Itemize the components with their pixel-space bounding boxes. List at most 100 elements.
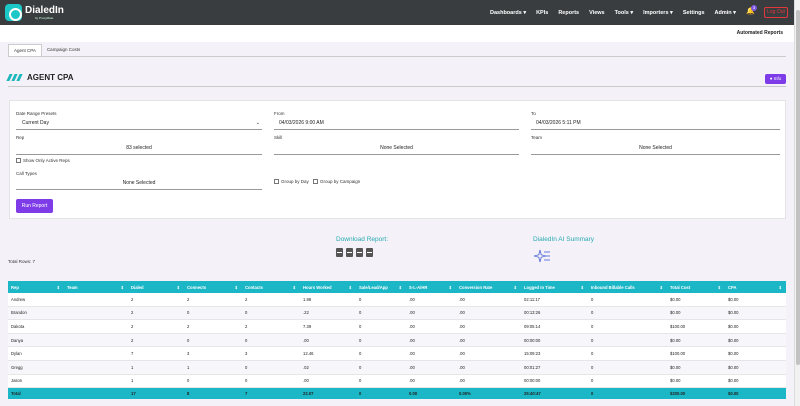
sort-icon[interactable]: ⇕ — [659, 284, 663, 290]
page-scrollbar[interactable] — [794, 0, 800, 406]
nav-importers[interactable]: Importers ▾ — [643, 9, 673, 16]
column-header[interactable]: CPA ⇕ — [725, 285, 786, 290]
table-cell: 2 — [131, 296, 134, 302]
xls-file-icon[interactable] — [346, 248, 353, 257]
ai-sparkle-icon[interactable] — [533, 248, 551, 266]
image-file-icon[interactable] — [366, 248, 373, 257]
tab-campaign-costs[interactable]: Campaign Costs — [46, 47, 81, 52]
tab-divider — [8, 56, 786, 57]
column-header[interactable]: Hours Worked ⇕ — [300, 285, 356, 290]
nav-tools[interactable]: Tools ▾ — [614, 9, 634, 16]
app-logo[interactable]: DialedIn by ProxyMate — [5, 4, 64, 21]
call-types-multiselect[interactable]: None Selected — [16, 178, 262, 190]
checkbox-box — [313, 179, 318, 184]
bell-icon[interactable]: 🔔 — [746, 8, 755, 15]
sort-icon[interactable]: ⇕ — [234, 284, 238, 290]
sort-icon[interactable]: ⇕ — [398, 284, 402, 290]
column-header[interactable]: Rep ⇕ — [8, 285, 64, 290]
checkbox-box — [274, 179, 279, 184]
run-report-button[interactable]: Run Report — [16, 199, 53, 213]
date-range-select[interactable]: Current Day ⌄ — [16, 118, 262, 130]
table-cell: 09:05:14 — [524, 323, 541, 329]
column-header-label: CPA — [728, 284, 737, 290]
skill-multiselect[interactable]: None Selected — [274, 143, 519, 155]
table-cell: 0 — [187, 337, 190, 343]
table-cell: 2 — [131, 323, 134, 329]
nav-admin[interactable]: Admin ▾ — [714, 9, 736, 16]
filter-card: Date Range Presets Current Day ⌄ From 04… — [9, 100, 786, 219]
table-cell: 0 — [359, 323, 362, 329]
sort-icon[interactable]: ⇕ — [176, 284, 180, 290]
table-cell: .00 — [409, 310, 415, 316]
subheader-bar: Automated Reports — [0, 25, 794, 42]
from-input[interactable]: 04/03/2026 9:00 AM — [274, 118, 519, 130]
nav-dashboards[interactable]: Dashboards ▾ — [490, 9, 527, 16]
table-row: Dylan 7 3 3 12.46 0 .00 .00 15:09:23 0 $100.00 $0.0… — [8, 347, 786, 361]
nav-kpis[interactable]: KPIs — [536, 9, 549, 16]
table-cell: $0.00 — [670, 364, 681, 370]
sort-icon[interactable]: ⇕ — [778, 284, 782, 290]
table-cell: 7.39 — [303, 323, 312, 329]
table-row: Andrew 2 2 2 1.98 0 .00 .00 02:11:17 0 $0.00 $0.00 — [8, 293, 786, 307]
sort-icon[interactable]: ⇕ — [513, 284, 517, 290]
column-header[interactable]: Total Cost ⇕ — [667, 285, 725, 290]
logout-button[interactable]: Log Out — [764, 7, 788, 18]
column-header[interactable]: Logged In Time ⇕ — [521, 285, 588, 290]
column-header[interactable]: Contacts ⇕ — [242, 285, 300, 290]
sort-icon[interactable]: ⇕ — [120, 284, 124, 290]
title-stripes-icon — [6, 74, 24, 81]
column-header[interactable]: Connects ⇕ — [184, 285, 242, 290]
sort-icon[interactable]: ⇕ — [348, 284, 352, 290]
pdf-file-icon[interactable] — [356, 248, 363, 257]
logo-subtitle: by ProxyMate — [35, 15, 54, 20]
table-cell: 15:09:23 — [524, 351, 541, 357]
scrollbar-thumb[interactable] — [796, 10, 800, 365]
table-cell: .02 — [303, 364, 309, 370]
column-header[interactable]: Dialed ⇕ — [128, 285, 184, 290]
sort-icon[interactable]: ⇕ — [717, 284, 721, 290]
to-input[interactable]: 04/03/2026 5:11 PM — [531, 118, 780, 130]
table-cell: 0 — [591, 337, 594, 343]
table-cell: 0 — [359, 378, 362, 384]
table-cell: 2 — [131, 310, 134, 316]
chevron-down-icon: ⌄ — [255, 120, 260, 126]
rep-label: Rep — [16, 135, 25, 140]
table-cell: .00 — [409, 323, 415, 329]
table-cell: 0 — [359, 337, 362, 343]
column-header[interactable]: Inbound Billable Calls ⇕ — [588, 285, 667, 290]
nav-settings[interactable]: Settings — [682, 9, 705, 16]
group-by-campaign-checkbox[interactable]: Group by Campaign — [313, 179, 360, 184]
csv-file-icon[interactable] — [336, 248, 343, 257]
info-button[interactable]: ● Info — [765, 74, 786, 84]
group-by-campaign-label: Group by Campaign — [320, 179, 361, 184]
sort-icon[interactable]: ⇕ — [448, 284, 452, 290]
table-cell: 3 — [245, 351, 248, 357]
group-by-day-checkbox[interactable]: Group by Day — [274, 179, 309, 184]
column-header-label: Inbound Billable Calls — [591, 284, 635, 290]
column-header-label: Sale/Lead/App — [359, 284, 388, 290]
table-cell: $100.00 — [670, 323, 686, 329]
table-cell: $100.00 — [670, 351, 686, 357]
total-cell: Total — [11, 391, 21, 397]
column-header[interactable]: Sale/Lead/App ⇕ — [356, 285, 406, 290]
automated-reports-link[interactable]: Automated Reports — [736, 30, 783, 36]
tab-agent-cpa[interactable]: Agent CPA — [8, 44, 42, 56]
show-active-reps-checkbox[interactable]: Show Only Active Reps — [16, 158, 70, 163]
table-cell: .00 — [409, 337, 415, 343]
table-cell: 02:11:17 — [524, 296, 540, 302]
nav-views[interactable]: Views — [589, 9, 605, 16]
column-header-label: Total Cost — [670, 284, 691, 290]
sort-icon[interactable]: ⇕ — [56, 284, 60, 290]
rep-multiselect[interactable]: 83 selected — [16, 143, 262, 155]
total-cell: 8 — [187, 391, 190, 397]
column-header[interactable]: Conversion Rate ⇕ — [456, 285, 521, 290]
column-header-label: Team — [67, 284, 78, 290]
sort-icon[interactable]: ⇕ — [292, 284, 296, 290]
column-header-label: Rep — [11, 284, 19, 290]
column-header[interactable]: Team ⇕ — [64, 285, 128, 290]
team-multiselect[interactable]: None Selected — [531, 143, 780, 155]
sort-icon[interactable]: ⇕ — [580, 284, 584, 290]
nav-reports[interactable]: Reports — [558, 9, 580, 16]
column-header[interactable]: S-L-A/HR ⇕ — [406, 285, 456, 290]
table-cell: .00 — [409, 351, 415, 357]
